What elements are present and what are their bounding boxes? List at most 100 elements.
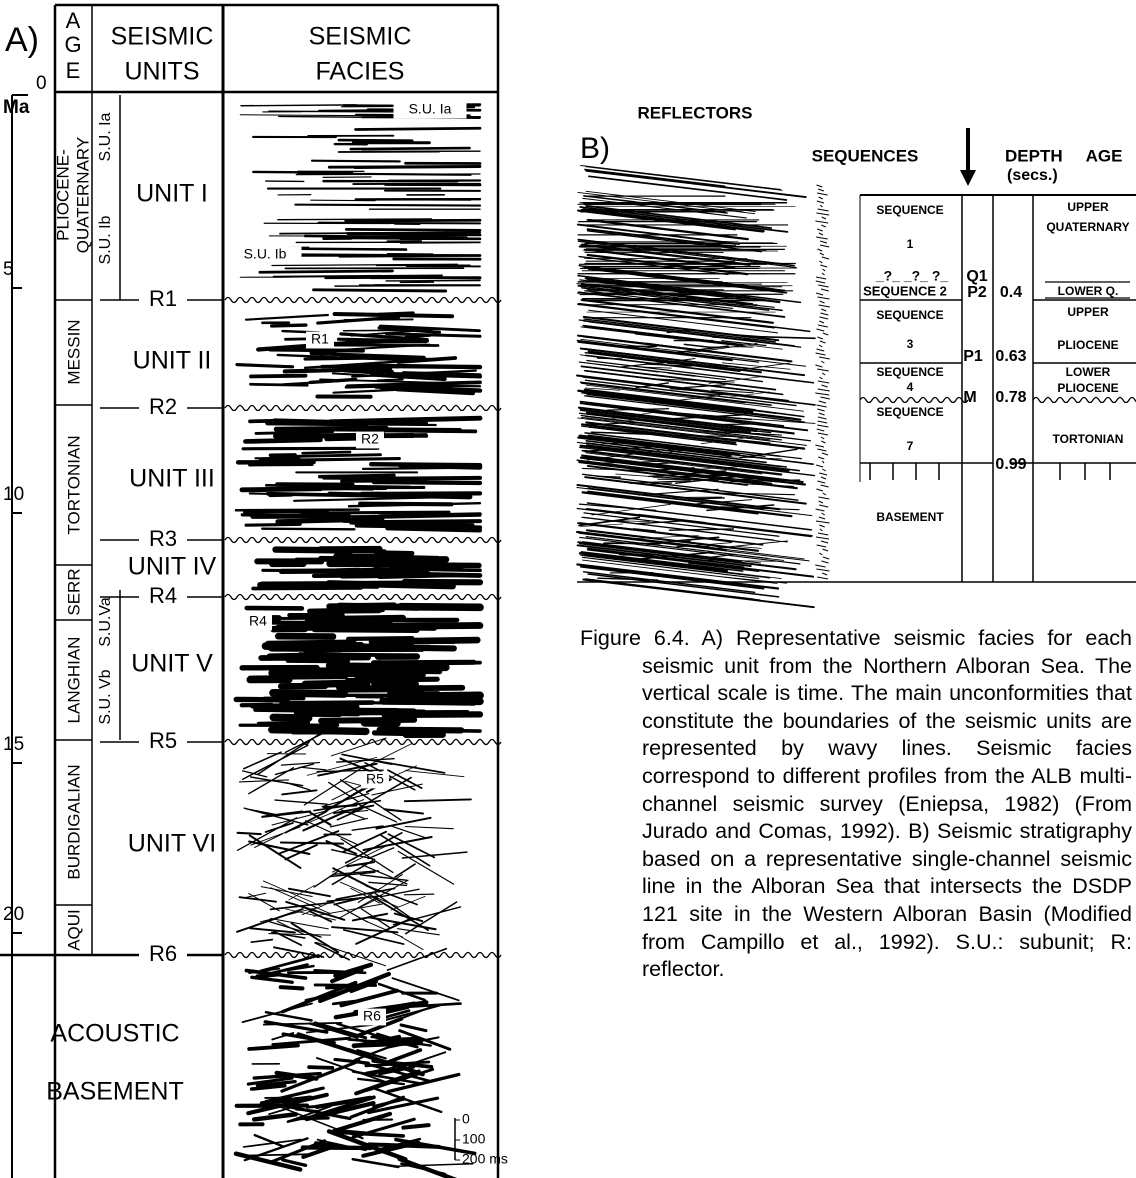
seismic-trace <box>821 308 827 312</box>
seismic-trace <box>250 975 294 984</box>
depth: 0.4 <box>1000 284 1022 301</box>
seismic-trace <box>579 381 772 406</box>
seismic-trace <box>602 442 652 444</box>
seismic-trace <box>822 332 829 336</box>
seismic-trace <box>280 761 321 766</box>
seismic-trace <box>258 654 371 661</box>
seismic-trace <box>293 496 435 502</box>
seismic-trace <box>581 556 760 580</box>
arrow-head <box>960 170 976 186</box>
seismic-trace <box>591 503 672 516</box>
seismic-trace <box>365 885 418 906</box>
seismic-trace <box>578 255 729 276</box>
seismic-trace <box>308 1022 359 1039</box>
seismic-trace <box>361 1140 421 1158</box>
seismic-trace <box>396 356 458 364</box>
seismic-trace <box>371 730 414 737</box>
seismic-trace <box>400 1002 462 1009</box>
seismic-trace <box>344 228 482 232</box>
seismic-trace <box>821 460 825 464</box>
seismic-trace <box>330 737 387 757</box>
seismic-trace <box>281 789 318 796</box>
seismic-trace <box>287 887 331 898</box>
seismic-trace <box>584 379 797 407</box>
seismic-trace <box>741 429 772 434</box>
seismic-trace <box>817 368 829 372</box>
seismic-trace <box>821 216 827 220</box>
seismic-trace <box>584 446 655 452</box>
seismic-trace <box>271 809 329 826</box>
age: LOWER Q. <box>1058 284 1119 298</box>
seismic-trace <box>819 320 825 324</box>
label-bg <box>139 526 187 554</box>
sequence: SEQUENCE <box>876 203 943 217</box>
seismic-trace <box>315 941 387 967</box>
seismic-trace <box>660 499 710 508</box>
seismic-trace <box>816 236 828 240</box>
seismic-trace <box>269 917 329 930</box>
label-bg <box>139 394 187 422</box>
seismic-trace <box>234 508 360 512</box>
seismic-trace <box>398 1029 452 1051</box>
depth: 0.99 <box>995 456 1026 473</box>
seismic-trace <box>587 218 749 241</box>
seismic-trace <box>284 810 328 834</box>
seismic-trace <box>742 395 816 406</box>
seismic-trace <box>586 392 802 421</box>
seismic-trace <box>241 446 380 451</box>
seismic-trace <box>266 920 322 938</box>
seismic-trace <box>332 870 380 875</box>
seismic-trace <box>244 892 267 899</box>
seismic-trace <box>581 491 759 515</box>
seismic-trace <box>818 304 830 308</box>
seismic-trace <box>582 324 783 350</box>
seismic-trace <box>818 496 830 500</box>
seismic-trace <box>358 284 481 287</box>
seismic-trace <box>337 138 414 142</box>
seismic-trace <box>331 926 399 934</box>
facies-label: S.U. Ia <box>409 101 452 117</box>
unit: UNIT II <box>133 347 212 375</box>
seismic-trace <box>638 513 707 524</box>
seismic-trace <box>577 340 733 362</box>
seismic-trace <box>313 969 367 975</box>
seismic-trace <box>819 376 823 380</box>
seismic-trace <box>395 386 476 396</box>
seismic-trace <box>391 977 460 1002</box>
seismic-trace <box>815 392 830 396</box>
seismic-trace <box>246 1076 294 1086</box>
age-tick-label: 0 <box>36 73 47 94</box>
seismic-trace <box>822 268 826 272</box>
seismic-trace <box>672 536 720 542</box>
seismic-trace <box>616 387 666 394</box>
seismic-trace <box>816 200 825 204</box>
label-bg <box>139 941 187 969</box>
seismic-trace <box>742 478 787 483</box>
seismic-trace <box>336 602 421 611</box>
seismic-trace <box>345 339 399 345</box>
seismic-trace <box>264 822 294 833</box>
panel-label: A) <box>5 21 39 59</box>
seismic-trace <box>293 799 365 830</box>
unconformity <box>224 404 502 412</box>
seismic-trace <box>578 503 657 511</box>
unit: UNIT I <box>136 180 208 208</box>
seismic-trace <box>702 414 753 421</box>
seismic-trace <box>351 825 384 831</box>
age-tick-label: 10 <box>3 484 24 505</box>
seismic-trace <box>577 531 805 560</box>
seismic-trace <box>621 361 664 368</box>
header: A <box>66 8 81 33</box>
age: TORTONIAN <box>1053 432 1124 446</box>
seismic-trace <box>401 851 468 859</box>
label-bg <box>139 728 187 756</box>
seismic-trace <box>815 444 825 448</box>
seismic-trace <box>721 340 767 347</box>
seismic-trace <box>285 908 337 921</box>
seismic-trace <box>820 540 829 544</box>
seismic-trace <box>725 391 771 398</box>
seismic-trace <box>583 456 785 482</box>
seismic-trace <box>314 667 408 673</box>
seismic-trace <box>252 170 354 174</box>
seismic-trace <box>264 1086 325 1104</box>
